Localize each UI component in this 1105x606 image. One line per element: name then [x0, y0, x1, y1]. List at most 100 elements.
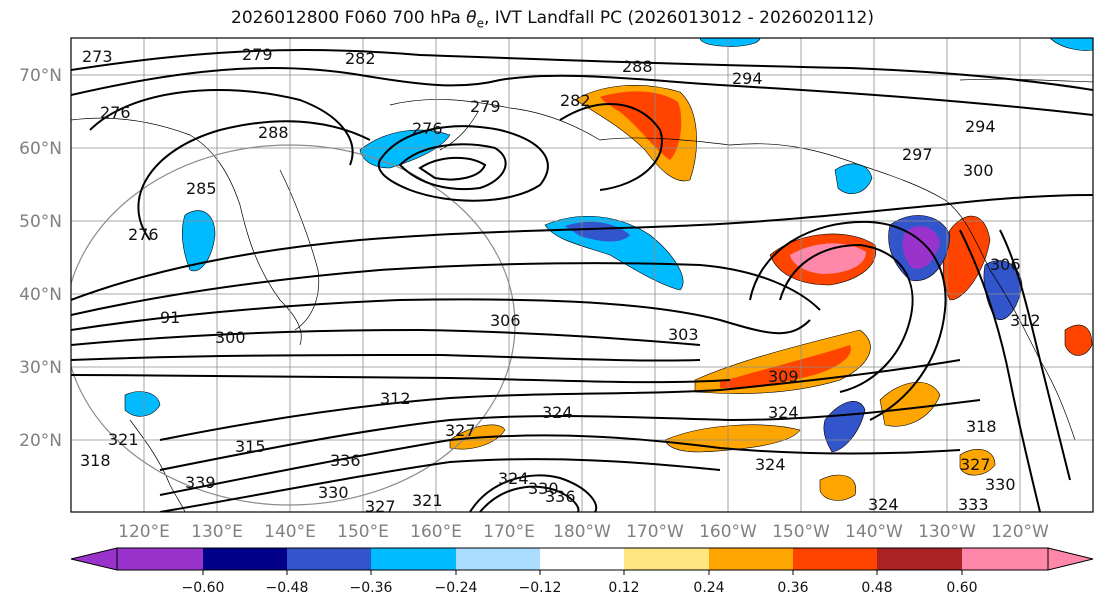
- lat-tick-label: 30°N: [19, 358, 62, 378]
- contour-label: 288: [258, 123, 289, 142]
- lon-tick-label: 170°E: [483, 522, 535, 542]
- contour-label: 339: [185, 473, 216, 492]
- map-layers: [71, 38, 1093, 512]
- negative-anomaly-top: [699, 38, 761, 47]
- positive-anomaly-east: [879, 382, 941, 427]
- colorbar-segment: [962, 548, 1048, 570]
- positive-anomaly-se: [1064, 324, 1093, 356]
- contour-label: 312: [380, 389, 411, 408]
- negative-anomaly-north: [834, 163, 873, 195]
- contour-label: 327: [960, 455, 991, 474]
- colorbar-segment: [371, 548, 456, 570]
- colorbar-tick-label: 0.48: [861, 580, 892, 596]
- negative-anomaly-top-right: [1049, 38, 1093, 51]
- colorbar-tick-label: −0.36: [350, 580, 393, 596]
- contour-label: 273: [82, 47, 113, 66]
- contour-label: 324: [498, 469, 529, 488]
- colorbar-extend-left: [70, 547, 118, 571]
- contour-label: 330: [528, 479, 559, 498]
- contour-label: 318: [80, 451, 111, 470]
- contour-label: 285: [186, 179, 217, 198]
- contour-label: 303: [668, 325, 699, 344]
- contour-label: 324: [755, 455, 786, 474]
- contour-label: 276: [100, 103, 131, 122]
- contour-label: 306: [490, 311, 521, 330]
- positive-anomaly-alaska-core: [600, 91, 682, 160]
- lon-tick-label: 160°E: [410, 522, 462, 542]
- colorbar-tick-label: −0.60: [182, 580, 225, 596]
- contour-label: 312: [1010, 311, 1041, 330]
- colorbar-segment: [203, 548, 287, 570]
- shading-layer: [124, 38, 1093, 501]
- lat-axis: 20°N 30°N 40°N 50°N 60°N 70°N: [19, 66, 62, 451]
- contour-label: 297: [902, 145, 933, 164]
- positive-anomaly-pnw: [942, 215, 991, 301]
- colorbar-segment: [709, 548, 793, 570]
- colorbar-segment: [624, 548, 709, 570]
- colorbar-tick-label: −0.12: [519, 580, 562, 596]
- contour-label: 327: [365, 497, 396, 516]
- positive-anomaly-sw: [819, 474, 857, 501]
- theta-e-contours: [71, 49, 1093, 512]
- negative-anomaly-west-south: [124, 391, 161, 417]
- lat-tick-label: 50°N: [19, 212, 62, 232]
- lon-tick-label: 180°W: [553, 522, 611, 542]
- title-prefix: 2026012800 F060 700 hPa: [231, 8, 467, 28]
- contour-label: 330: [318, 483, 349, 502]
- positive-anomaly-se2: [959, 448, 996, 476]
- contour-label: 288: [622, 57, 653, 76]
- contour-label: 91: [160, 308, 180, 327]
- contour-label: 324: [868, 495, 899, 514]
- colorbar-segment: [540, 548, 624, 570]
- contour-label: 294: [732, 69, 763, 88]
- lon-tick-label: 120°E: [118, 522, 170, 542]
- title-subscript: e: [476, 16, 484, 31]
- colorbar-segment: [793, 548, 877, 570]
- contour-label: 327: [445, 421, 476, 440]
- contour-label-group: 273 279 282 288 294 276 288 279 276 282 …: [80, 45, 1041, 516]
- lon-axis: 120°E 130°E 140°E 150°E 160°E 170°E 180°…: [118, 522, 1049, 542]
- colorbar-tick-label: 0.36: [777, 580, 808, 596]
- lat-tick-label: 70°N: [19, 66, 62, 86]
- contour-label: 276: [412, 119, 443, 138]
- range-ring: [71, 144, 516, 506]
- lat-tick-label: 40°N: [19, 285, 62, 305]
- colorbar-segment: [877, 548, 962, 570]
- lon-tick-label: 130°E: [191, 522, 243, 542]
- contour-label: 282: [345, 49, 376, 68]
- negative-anomaly-bering-core: [565, 221, 630, 242]
- colorbar-tick-label: 0.12: [608, 580, 639, 596]
- contour-label: 279: [242, 45, 273, 64]
- positive-anomaly-gulf-core: [790, 243, 866, 274]
- contour-label: 279: [470, 97, 501, 116]
- colorbar-segment: [456, 548, 540, 570]
- contour-label: 333: [958, 495, 989, 514]
- negative-anomaly-west: [181, 210, 216, 272]
- lon-tick-label: 170°W: [626, 522, 684, 542]
- contour-label: 300: [215, 328, 246, 347]
- lon-tick-label: 140°W: [845, 522, 903, 542]
- contour-label: 306: [990, 255, 1021, 274]
- contour-label: 321: [412, 491, 443, 510]
- contour-label: 294: [965, 117, 996, 136]
- title-theta: θ: [466, 8, 477, 28]
- title-suffix: , IVT Landfall PC (2026013012 - 20260201…: [483, 8, 874, 28]
- colorbar: −0.60 −0.48 −0.36 −0.24 −0.12 0.12 0.24 …: [70, 547, 1094, 596]
- lon-tick-label: 160°W: [699, 522, 757, 542]
- lon-tick-label: 150°E: [337, 522, 389, 542]
- colorbar-frame: [116, 547, 1049, 571]
- contour-label: 324: [542, 403, 573, 422]
- negative-anomaly-kamchatka: [359, 129, 451, 169]
- gridlines: [71, 38, 1093, 512]
- colorbar-tick-label: −0.24: [435, 580, 478, 596]
- map-title: 2026012800 F060 700 hPa θe, IVT Landfall…: [0, 8, 1105, 30]
- lat-tick-label: 20°N: [19, 431, 62, 451]
- map-frame: [70, 37, 1094, 513]
- contour-label: 330: [985, 475, 1016, 494]
- negative-anomaly-gulf-core: [902, 226, 940, 269]
- contour-label: 276: [128, 225, 159, 244]
- contour-label: 282: [560, 91, 591, 110]
- colorbar-extend-right: [1047, 547, 1094, 571]
- colorbar-segment: [287, 548, 371, 570]
